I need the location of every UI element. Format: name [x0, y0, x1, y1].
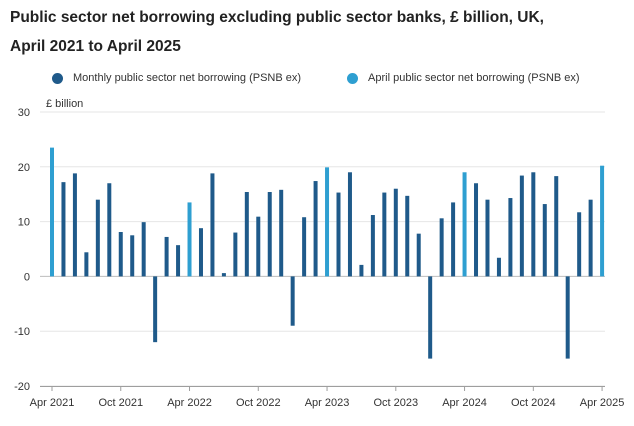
- bar-monthly[interactable]: [153, 276, 158, 343]
- legend-swatch-monthly: [52, 72, 63, 84]
- bar-april[interactable]: [187, 202, 192, 277]
- x-tick-label: Apr 2024: [442, 397, 487, 409]
- bar-monthly[interactable]: [244, 192, 249, 277]
- bar-monthly[interactable]: [95, 199, 100, 277]
- y-axis-unit-label: £ billion: [46, 98, 83, 110]
- bar-monthly[interactable]: [302, 217, 307, 277]
- x-tick-label: Apr 2021: [30, 397, 75, 409]
- x-tick-label: Oct 2023: [373, 397, 418, 409]
- x-tick-label: Oct 2021: [98, 397, 143, 409]
- bars: [50, 147, 605, 359]
- bar-monthly[interactable]: [588, 199, 593, 277]
- bar-april[interactable]: [50, 147, 54, 277]
- bar-monthly[interactable]: [496, 257, 501, 277]
- bar-monthly[interactable]: [164, 236, 169, 277]
- x-tick-label: Apr 2022: [167, 397, 212, 409]
- bar-monthly[interactable]: [313, 181, 318, 277]
- bar-monthly[interactable]: [72, 173, 77, 277]
- bar-monthly[interactable]: [347, 172, 352, 277]
- bar-monthly[interactable]: [118, 232, 123, 277]
- bar-monthly[interactable]: [84, 252, 89, 277]
- bar-april[interactable]: [600, 165, 605, 277]
- bar-monthly[interactable]: [439, 218, 444, 277]
- bar-monthly[interactable]: [61, 182, 66, 277]
- bar-april[interactable]: [462, 172, 467, 277]
- bar-monthly[interactable]: [508, 198, 513, 277]
- bar-monthly[interactable]: [107, 183, 112, 277]
- bar-monthly[interactable]: [554, 176, 559, 277]
- x-tick-label: Oct 2024: [511, 397, 556, 409]
- bar-monthly[interactable]: [210, 173, 215, 277]
- legend-item-monthly[interactable]: Monthly public sector net borrowing (PSN…: [52, 72, 301, 84]
- legend-label-monthly: Monthly public sector net borrowing (PSN…: [73, 72, 302, 84]
- bar-monthly[interactable]: [542, 204, 547, 277]
- bar-monthly[interactable]: [279, 189, 284, 277]
- legend-label-april: April public sector net borrowing (PSNB …: [368, 72, 580, 84]
- bar-monthly[interactable]: [359, 264, 364, 277]
- bar-monthly[interactable]: [198, 228, 203, 277]
- legend-item-april[interactable]: April public sector net borrowing (PSNB …: [347, 72, 580, 84]
- bar-monthly[interactable]: [485, 199, 490, 277]
- x-axis: Apr 2021 Oct 2021 Apr 2022 Oct 2022 Apr 2023…: [30, 386, 625, 409]
- x-tick-label: Oct 2022: [236, 397, 281, 409]
- y-tick-label: 20: [18, 162, 30, 174]
- bar-monthly[interactable]: [405, 195, 410, 277]
- bar-monthly[interactable]: [256, 216, 261, 277]
- x-tick-label: Apr 2023: [305, 397, 350, 409]
- bar-monthly[interactable]: [267, 192, 272, 277]
- legend-swatch-april: [347, 72, 359, 84]
- bar-monthly[interactable]: [176, 245, 181, 277]
- chart-title-line1: Public sector net borrowing excluding pu…: [10, 9, 544, 26]
- bar-monthly[interactable]: [141, 222, 146, 277]
- bar-april[interactable]: [325, 167, 330, 277]
- bar-monthly[interactable]: [130, 235, 135, 277]
- bar-monthly[interactable]: [519, 175, 524, 277]
- bar-monthly[interactable]: [416, 233, 421, 277]
- bar-monthly[interactable]: [336, 192, 341, 277]
- bar-monthly[interactable]: [290, 276, 295, 326]
- bar-monthly[interactable]: [393, 188, 398, 277]
- bar-monthly[interactable]: [428, 276, 433, 359]
- y-tick-label: -10: [14, 326, 30, 338]
- y-tick-label: 0: [24, 271, 30, 283]
- y-axis-ticks: 30 20 10 0 -10 -20: [14, 107, 30, 393]
- x-tick-label: Apr 2025: [580, 397, 625, 409]
- y-tick-label: 10: [18, 217, 30, 229]
- chart-title-line2: April 2021 to April 2025: [10, 38, 181, 55]
- bar-monthly[interactable]: [451, 202, 456, 277]
- bar-monthly[interactable]: [474, 183, 479, 277]
- bar-monthly[interactable]: [565, 276, 570, 359]
- legend: Monthly public sector net borrowing (PSN…: [52, 72, 626, 84]
- bar-monthly[interactable]: [221, 273, 226, 277]
- bar-monthly[interactable]: [233, 232, 238, 277]
- y-tick-label: -20: [14, 381, 30, 393]
- bar-monthly[interactable]: [577, 212, 582, 277]
- y-tick-label: 30: [18, 107, 30, 119]
- bar-monthly[interactable]: [370, 215, 375, 277]
- bar-monthly[interactable]: [531, 172, 536, 277]
- bar-monthly[interactable]: [382, 192, 387, 277]
